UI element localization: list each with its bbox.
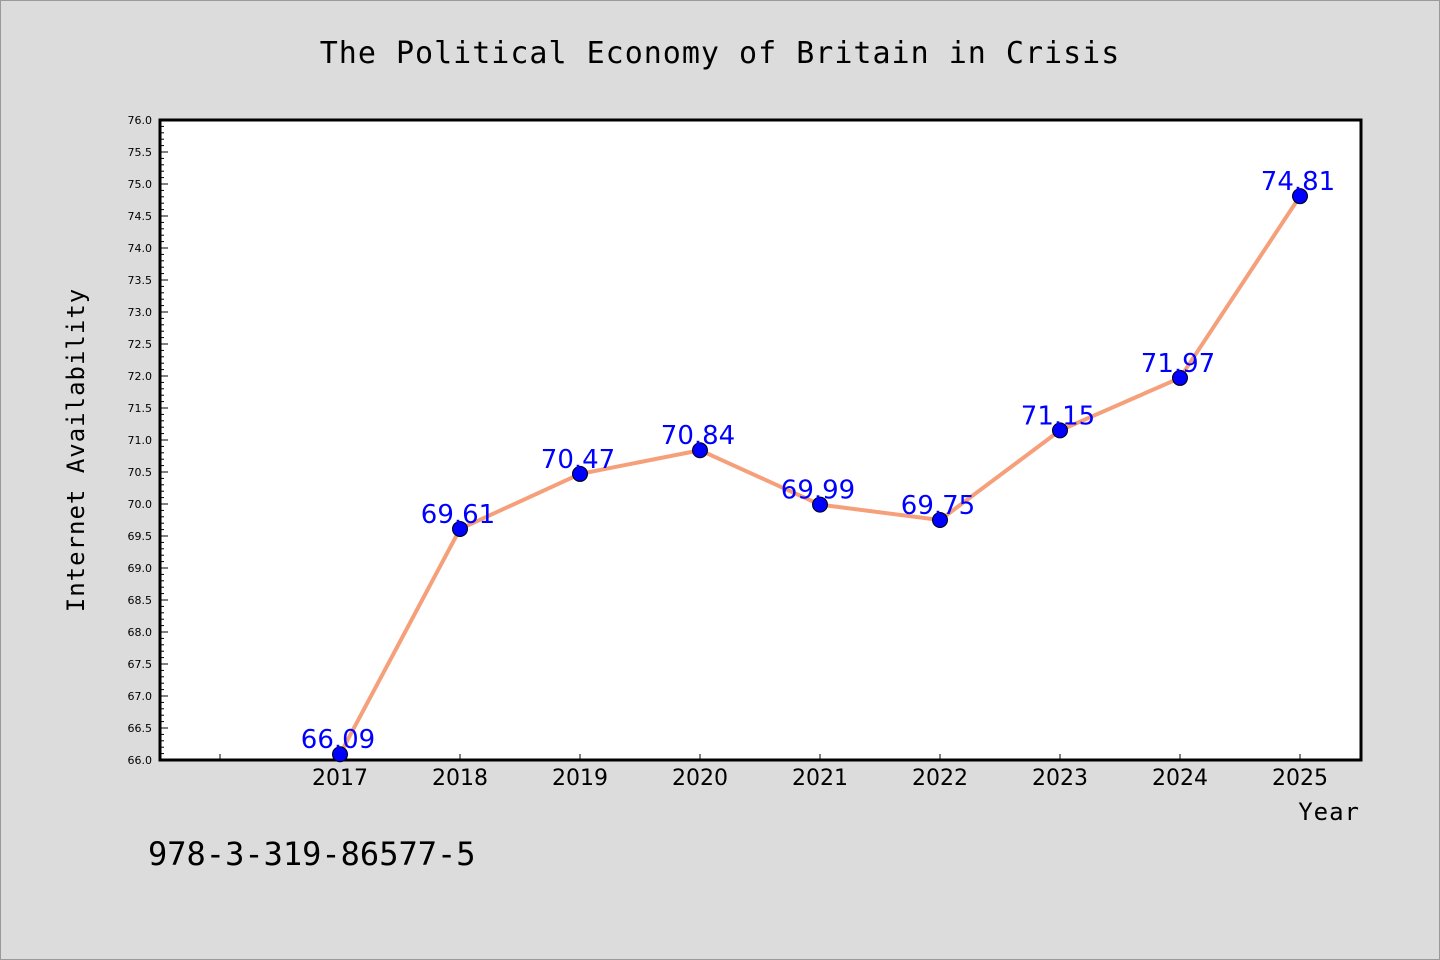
data-point-label: 74.81 xyxy=(1261,167,1335,197)
x-tick-label: 2017 xyxy=(312,766,368,791)
x-tick-label: 2021 xyxy=(792,766,848,791)
x-tick-label: 2023 xyxy=(1032,766,1088,791)
plot-area xyxy=(158,118,1363,762)
data-point-marker xyxy=(812,496,828,513)
x-axis-title: Year xyxy=(1298,798,1360,826)
data-point-label: 70.47 xyxy=(541,445,615,475)
x-tick-label: 2018 xyxy=(432,766,488,791)
y-tick-label: 76.0 xyxy=(128,114,153,127)
y-tick-label: 72.0 xyxy=(128,370,153,383)
data-point-marker xyxy=(692,442,708,459)
data-point-label: 66.09 xyxy=(301,725,375,755)
y-tick-label: 71.5 xyxy=(128,402,153,415)
y-tick-label: 75.5 xyxy=(128,146,153,159)
y-tick-label: 74.5 xyxy=(128,210,153,223)
y-axis: 66.0 66.5 67.0 67.5 68.0 68.5 69.0 69.5 70.0 70.5… xyxy=(128,114,168,767)
y-tick-label: 67.0 xyxy=(128,690,153,703)
data-labels: 66.09 69.61 70.47 70.84 69.99 69.75 71.15 71.97… xyxy=(301,167,1335,755)
y-tick-label: 74.0 xyxy=(128,242,153,255)
data-point-marker xyxy=(932,512,948,528)
data-point-marker xyxy=(332,746,348,763)
data-point-marker xyxy=(572,465,588,482)
isbn-label: 978-3-319-86577-5 xyxy=(148,835,476,873)
data-point-label: 69.99 xyxy=(781,476,855,506)
series-markers xyxy=(332,188,1308,763)
y-tick-label: 68.0 xyxy=(128,626,153,639)
y-tick-label: 69.5 xyxy=(128,530,153,543)
y-tick-label: 68.5 xyxy=(128,594,153,607)
y-tick-label: 70.0 xyxy=(128,498,153,511)
data-point-marker xyxy=(1292,188,1308,205)
x-tick-label: 2020 xyxy=(672,766,728,791)
x-tick-label: 2025 xyxy=(1272,766,1328,791)
data-point-marker xyxy=(452,520,468,537)
x-axis: 2017 2018 2019 2020 2021 2022 2023 2024 2025 xyxy=(219,754,1328,791)
data-point-label: 71.15 xyxy=(1021,401,1095,431)
data-point-marker xyxy=(1052,422,1068,439)
data-point-label: 69.75 xyxy=(901,491,975,521)
data-point-marker xyxy=(1172,369,1188,386)
y-tick-label: 70.5 xyxy=(128,466,153,479)
chart-title: The Political Economy of Britain in Cris… xyxy=(320,36,1121,71)
y-axis-title: Internet Availability xyxy=(62,288,90,612)
y-tick-label: 66.0 xyxy=(128,754,153,767)
x-tick-label: 2024 xyxy=(1152,766,1208,791)
y-tick-label: 67.5 xyxy=(128,658,153,671)
y-tick-label: 66.5 xyxy=(128,722,153,735)
x-tick-label: 2019 xyxy=(552,766,608,791)
y-tick-label: 71.0 xyxy=(128,434,153,447)
x-tick-label: 2022 xyxy=(912,766,968,791)
y-tick-label: 72.5 xyxy=(128,338,153,351)
y-tick-label: 75.0 xyxy=(128,178,153,191)
data-point-label: 71.97 xyxy=(1141,349,1215,379)
data-point-label: 70.84 xyxy=(661,421,735,451)
y-tick-label: 73.0 xyxy=(128,306,153,319)
y-tick-label: 69.0 xyxy=(128,562,153,575)
y-tick-label: 73.5 xyxy=(128,274,153,287)
data-point-label: 69.61 xyxy=(421,500,495,530)
